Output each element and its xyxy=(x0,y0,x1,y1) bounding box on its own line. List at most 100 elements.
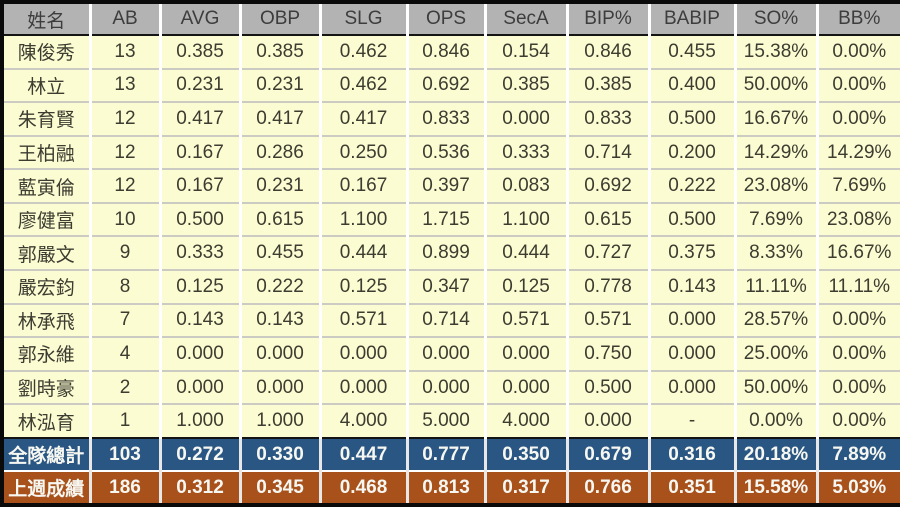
stat-cell: 0.222 xyxy=(647,168,735,203)
summary-stat-cell: 0.679 xyxy=(565,437,649,471)
stat-cell: 0.200 xyxy=(647,134,735,170)
stat-cell: 0.167 xyxy=(158,168,240,203)
stat-cell: 0.231 xyxy=(158,67,240,103)
summary-stat-cell: 0.345 xyxy=(238,470,320,505)
player-name-cell: 廖健富 xyxy=(2,201,90,237)
player-row: 林泓育 1 1.000 1.000 4.000 5.000 4.000 0.000-0.00%… xyxy=(2,403,900,438)
stat-cell: 4.000 xyxy=(483,403,567,438)
stat-cell: 0.231 xyxy=(238,168,320,203)
stat-cell: 0.000 xyxy=(483,369,567,405)
stat-cell: 0.615 xyxy=(238,201,320,237)
header-row: 姓名 AB AVG OBP SLG OPS SecA BIP% BABIP SO% BB% xyxy=(2,2,900,36)
stat-cell: 1.715 xyxy=(405,201,485,237)
stat-cell: - xyxy=(647,403,735,438)
stat-cell: 50.00% xyxy=(733,67,817,103)
stat-cell: 0.444 xyxy=(318,235,407,271)
player-name-cell: 藍寅倫 xyxy=(2,168,90,203)
stat-cell: 0.167 xyxy=(158,134,240,170)
stat-cell: 23.08% xyxy=(815,201,900,237)
stat-cell: 0.417 xyxy=(238,101,320,136)
stat-cell: 0.727 xyxy=(565,235,649,271)
column-header-bbpct: BB% xyxy=(815,2,900,36)
stat-cell: 0.00% xyxy=(815,403,900,438)
stat-cell: 0.125 xyxy=(483,269,567,304)
summary-stat-cell: 0.350 xyxy=(483,437,567,471)
stat-cell: 1 xyxy=(88,403,160,438)
summary-stat-cell: 0.766 xyxy=(565,470,649,505)
player-name-cell: 林泓育 xyxy=(2,403,90,438)
summary-stat-cell: 7.89% xyxy=(815,437,900,471)
stat-cell: 0.000 xyxy=(238,336,320,371)
stat-cell: 4.000 xyxy=(318,403,407,438)
stat-cell: 7 xyxy=(88,302,160,338)
summary-stat-cell: 0.813 xyxy=(405,470,485,505)
stat-cell: 0.143 xyxy=(647,269,735,304)
player-name-cell: 朱育賢 xyxy=(2,101,90,136)
stat-cell: 0.000 xyxy=(405,369,485,405)
summary-stat-cell: 186 xyxy=(88,470,160,505)
stat-cell: 0.500 xyxy=(647,101,735,136)
column-header-obp: OBP xyxy=(238,2,320,36)
stat-cell: 0.417 xyxy=(158,101,240,136)
player-name-cell: 王柏融 xyxy=(2,134,90,170)
stat-cell: 0.286 xyxy=(238,134,320,170)
stat-cell: 16.67% xyxy=(815,235,900,271)
stat-cell: 0.00% xyxy=(815,369,900,405)
stat-cell: 0.846 xyxy=(405,35,485,69)
stat-cell: 0.500 xyxy=(158,201,240,237)
column-header-bippct: BIP% xyxy=(565,2,649,36)
stat-cell: 7.69% xyxy=(815,168,900,203)
stat-cell: 0.167 xyxy=(318,168,407,203)
stat-cell: 14.29% xyxy=(733,134,817,170)
summary-stat-cell: 20.18% xyxy=(733,437,817,471)
stat-cell: 23.08% xyxy=(733,168,817,203)
stat-cell: 12 xyxy=(88,101,160,136)
stat-cell: 0.00% xyxy=(815,302,900,338)
stat-cell: 0.000 xyxy=(565,403,649,438)
stat-cell: 0.000 xyxy=(158,336,240,371)
player-row: 藍寅倫 12 0.167 0.231 0.167 0.397 0.083 0.692 0.222… xyxy=(2,168,900,203)
player-row: 王柏融 12 0.167 0.286 0.250 0.536 0.333 0.714 0.200… xyxy=(2,134,900,170)
stat-cell: 0.462 xyxy=(318,35,407,69)
player-name-cell: 劉時豪 xyxy=(2,369,90,405)
summary-stat-cell: 0.317 xyxy=(483,470,567,505)
stat-cell: 0.00% xyxy=(815,101,900,136)
player-name-cell: 郭嚴文 xyxy=(2,235,90,271)
stat-cell: 0.000 xyxy=(238,369,320,405)
stat-cell: 1.100 xyxy=(318,201,407,237)
player-row: 劉時豪 2 0.000 0.000 0.000 0.000 0.000 0.500 0.000 5… xyxy=(2,369,900,405)
stat-cell: 28.57% xyxy=(733,302,817,338)
summary-label-cell: 上週成績 xyxy=(2,470,90,505)
stat-cell: 0.455 xyxy=(647,35,735,69)
column-header-seca: SecA xyxy=(483,2,567,36)
summary-stat-cell: 0.316 xyxy=(647,437,735,471)
stat-cell: 5.000 xyxy=(405,403,485,438)
player-name-cell: 陳俊秀 xyxy=(2,35,90,69)
stat-cell: 0.347 xyxy=(405,269,485,304)
player-row: 郭嚴文 9 0.333 0.455 0.444 0.899 0.444 0.727 0.375 8… xyxy=(2,235,900,271)
column-header-babip: BABIP xyxy=(647,2,735,36)
stat-cell: 0.125 xyxy=(158,269,240,304)
stat-cell: 11.11% xyxy=(815,269,900,304)
stat-cell: 10 xyxy=(88,201,160,237)
stat-cell: 0.333 xyxy=(158,235,240,271)
summary-stat-cell: 0.468 xyxy=(318,470,407,505)
summary-stat-cell: 0.312 xyxy=(158,470,240,505)
player-row: 廖健富 10 0.500 0.615 1.100 1.715 1.100 0.615 0.500… xyxy=(2,201,900,237)
player-name-cell: 林承飛 xyxy=(2,302,90,338)
summary-stat-cell: 5.03% xyxy=(815,470,900,505)
stat-cell: 1.100 xyxy=(483,201,567,237)
stat-cell: 0.000 xyxy=(483,101,567,136)
stat-cell: 12 xyxy=(88,168,160,203)
stat-cell: 50.00% xyxy=(733,369,817,405)
stat-cell: 2 xyxy=(88,369,160,405)
stat-cell: 0.899 xyxy=(405,235,485,271)
stat-cell: 1.000 xyxy=(158,403,240,438)
player-row: 陳俊秀 13 0.385 0.385 0.462 0.846 0.154 0.846 0.455… xyxy=(2,35,900,69)
stat-cell: 0.500 xyxy=(647,201,735,237)
stat-cell: 0.500 xyxy=(565,369,649,405)
stat-cell: 15.38% xyxy=(733,35,817,69)
stat-cell: 8.33% xyxy=(733,235,817,271)
player-name-cell: 林立 xyxy=(2,67,90,103)
